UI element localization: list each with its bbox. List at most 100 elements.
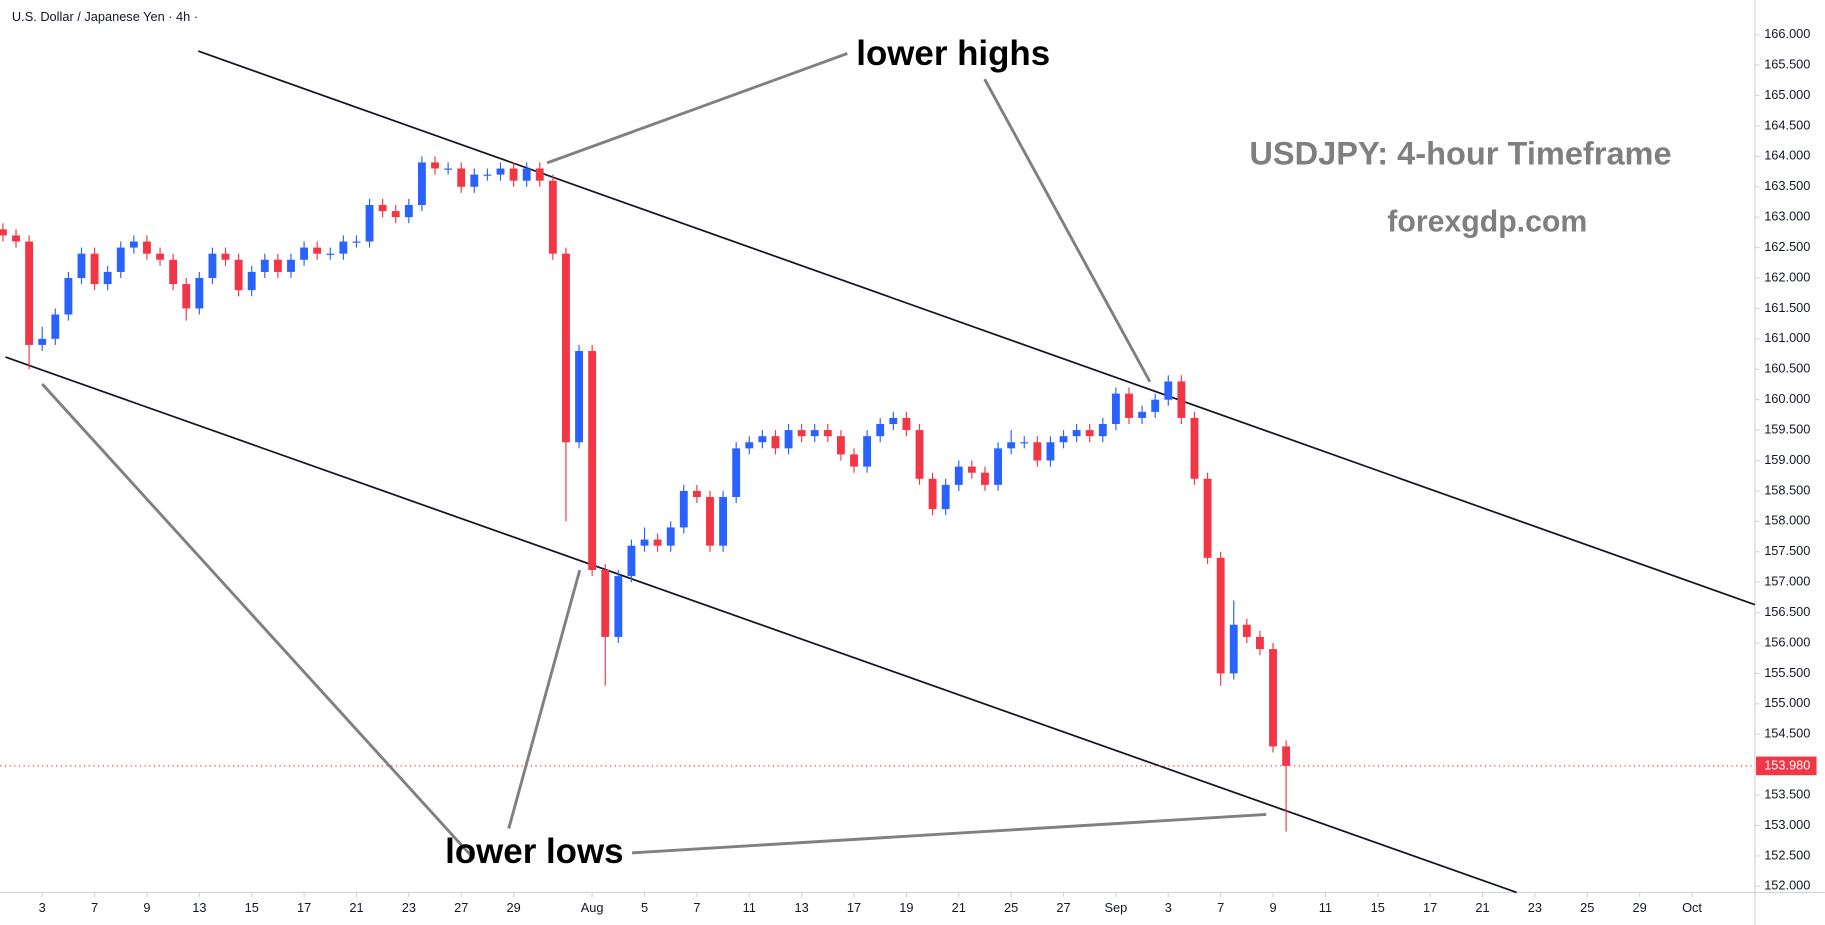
candle-body <box>431 162 439 169</box>
candle-body <box>1125 393 1133 418</box>
candle-body <box>182 284 191 309</box>
candle-body <box>1164 381 1173 400</box>
candle-body <box>365 205 374 242</box>
candle-body <box>535 168 544 181</box>
y-tick-label: 155.000 <box>1764 695 1810 710</box>
y-tick-label: 165.500 <box>1764 56 1810 71</box>
candle-body <box>221 253 230 260</box>
y-tick-label: 155.500 <box>1764 665 1810 680</box>
x-tick-label: 19 <box>899 900 913 915</box>
candle-body <box>522 168 531 181</box>
y-tick-label: 165.000 <box>1764 87 1810 102</box>
x-tick-label: 17 <box>847 900 861 915</box>
y-tick-label: 152.500 <box>1764 847 1810 862</box>
y-tick-label: 156.500 <box>1764 604 1810 619</box>
candle-body <box>64 278 73 315</box>
candle-body <box>981 472 989 485</box>
candle-body <box>1229 624 1238 674</box>
x-tick-label: 29 <box>1633 900 1647 915</box>
y-tick-label: 163.000 <box>1764 209 1810 224</box>
x-tick-label: 23 <box>402 900 416 915</box>
candle-body <box>404 205 413 218</box>
y-tick-label: 153.000 <box>1764 817 1810 832</box>
candle-body <box>1059 436 1068 443</box>
x-tick-label: 15 <box>1371 900 1385 915</box>
x-tick-label: 13 <box>795 900 809 915</box>
y-tick-label: 158.000 <box>1764 513 1810 528</box>
x-tick-label: 23 <box>1528 900 1542 915</box>
candle-body <box>810 430 819 437</box>
candle-body <box>103 271 112 285</box>
candle-body <box>287 259 295 272</box>
candle-body <box>129 241 138 248</box>
x-tick-label: 25 <box>1004 900 1018 915</box>
candle-body <box>313 247 322 254</box>
candle-body <box>745 442 754 449</box>
candle-body <box>195 278 204 309</box>
candle-body <box>1046 442 1055 461</box>
candle-body <box>1072 430 1081 437</box>
candle-body <box>391 211 400 218</box>
candle-body <box>1190 417 1199 479</box>
candle-body <box>457 168 466 187</box>
y-tick-label: 161.500 <box>1764 300 1810 315</box>
watermark-title: USDJPY: 4-hour Timeframe <box>1249 136 1671 172</box>
y-tick-label: 162.500 <box>1764 239 1810 254</box>
candle-body <box>1020 442 1029 444</box>
candle-body <box>653 539 662 546</box>
candle-body <box>575 351 583 443</box>
y-tick-label: 154.500 <box>1764 726 1810 741</box>
x-tick-label: 21 <box>1475 900 1489 915</box>
y-tick-label: 163.500 <box>1764 178 1810 193</box>
candle-body <box>823 430 832 437</box>
candle-body <box>417 162 426 206</box>
annotation: lower lows <box>445 832 623 871</box>
chart-title: U.S. Dollar / Japanese Yen · 4h · <box>12 9 198 24</box>
candle-body <box>941 484 950 510</box>
candle-body <box>915 430 924 479</box>
candle-body <box>784 430 793 449</box>
y-tick-label: 166.000 <box>1764 26 1810 41</box>
x-tick-label: 9 <box>143 900 150 915</box>
candle-body <box>902 417 911 431</box>
x-tick-label: 7 <box>693 900 700 915</box>
x-tick-label: 15 <box>245 900 259 915</box>
x-tick-label: 7 <box>91 900 98 915</box>
y-tick-label: 157.500 <box>1764 543 1810 558</box>
candle-body <box>247 271 256 291</box>
y-tick-label: 160.000 <box>1764 391 1810 406</box>
candle-body <box>706 497 714 546</box>
candle-body <box>928 478 937 510</box>
candle-body <box>1177 381 1186 418</box>
candle-body <box>1098 424 1107 437</box>
x-tick-label: 21 <box>349 900 363 915</box>
y-tick-label: 164.500 <box>1764 117 1810 132</box>
candle-body <box>326 253 335 255</box>
candle-body <box>679 490 688 528</box>
candle-body <box>38 338 47 345</box>
x-tick-label: 17 <box>297 900 311 915</box>
candle-body <box>483 174 492 176</box>
last-price-box <box>1756 756 1817 776</box>
x-tick-label: Oct <box>1682 900 1702 915</box>
candle-body <box>1269 649 1277 747</box>
y-tick-label: 161.000 <box>1764 330 1810 345</box>
x-tick-label: 7 <box>1217 900 1224 915</box>
candle-body <box>1033 442 1042 461</box>
x-tick-label: 25 <box>1580 900 1594 915</box>
x-tick-label: 11 <box>743 900 756 915</box>
x-tick-label: 5 <box>641 900 648 915</box>
candle-body <box>994 448 1002 485</box>
y-tick-label: 164.000 <box>1764 148 1810 163</box>
candle-body <box>169 259 178 285</box>
y-tick-label: 158.500 <box>1764 482 1810 497</box>
candle-body <box>1138 411 1147 418</box>
candle-body <box>758 436 767 443</box>
candle-body <box>1242 624 1251 637</box>
candle-body <box>143 241 151 254</box>
y-tick-label: 160.500 <box>1764 361 1810 376</box>
x-tick-label: 13 <box>192 900 206 915</box>
candle-body <box>12 235 20 242</box>
y-tick-label: 156.000 <box>1764 634 1810 649</box>
